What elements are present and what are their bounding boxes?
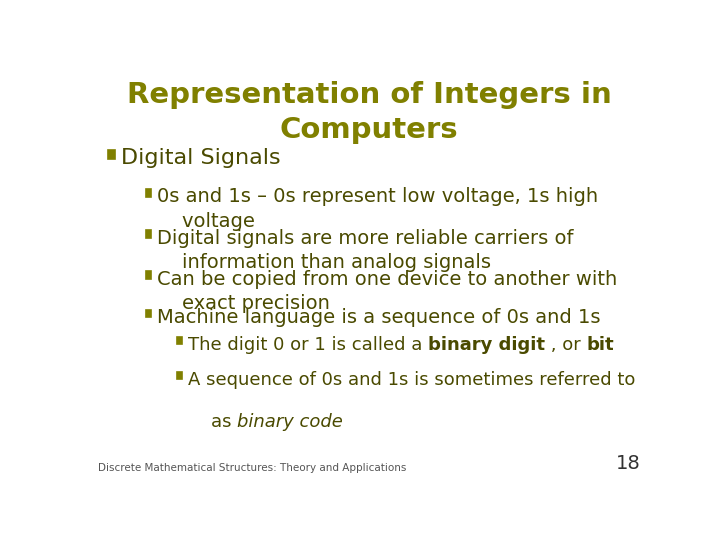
Text: Discrete Mathematical Structures: Theory and Applications: Discrete Mathematical Structures: Theory… bbox=[98, 463, 406, 473]
Text: 0s and 1s – 0s represent low voltage, 1s high
    voltage: 0s and 1s – 0s represent low voltage, 1s… bbox=[157, 187, 598, 231]
Text: Digital Signals: Digital Signals bbox=[121, 148, 280, 168]
Text: Can be copied from one device to another with
    exact precision: Can be copied from one device to another… bbox=[157, 270, 617, 313]
Text: binary code: binary code bbox=[237, 413, 343, 431]
Bar bbox=[109, 150, 115, 159]
Text: Digital signals are more reliable carriers of
    information than analog signal: Digital signals are more reliable carrie… bbox=[157, 228, 573, 272]
Text: Representation of Integers in
Computers: Representation of Integers in Computers bbox=[127, 82, 611, 144]
Bar bbox=[145, 272, 151, 279]
Bar bbox=[145, 189, 151, 197]
Text: 18: 18 bbox=[616, 454, 640, 473]
Bar bbox=[145, 230, 151, 238]
Text: A sequence of 0s and 1s is sometimes referred to: A sequence of 0s and 1s is sometimes ref… bbox=[188, 371, 635, 389]
Bar bbox=[177, 373, 182, 379]
Bar bbox=[145, 310, 151, 317]
Text: bit: bit bbox=[586, 336, 614, 354]
Text: The digit 0 or 1 is called a: The digit 0 or 1 is called a bbox=[188, 336, 428, 354]
Text: binary digit: binary digit bbox=[428, 336, 545, 354]
Text: as: as bbox=[188, 413, 237, 431]
Bar bbox=[177, 337, 182, 344]
Text: , or: , or bbox=[545, 336, 586, 354]
Text: Machine language is a sequence of 0s and 1s: Machine language is a sequence of 0s and… bbox=[157, 308, 600, 327]
